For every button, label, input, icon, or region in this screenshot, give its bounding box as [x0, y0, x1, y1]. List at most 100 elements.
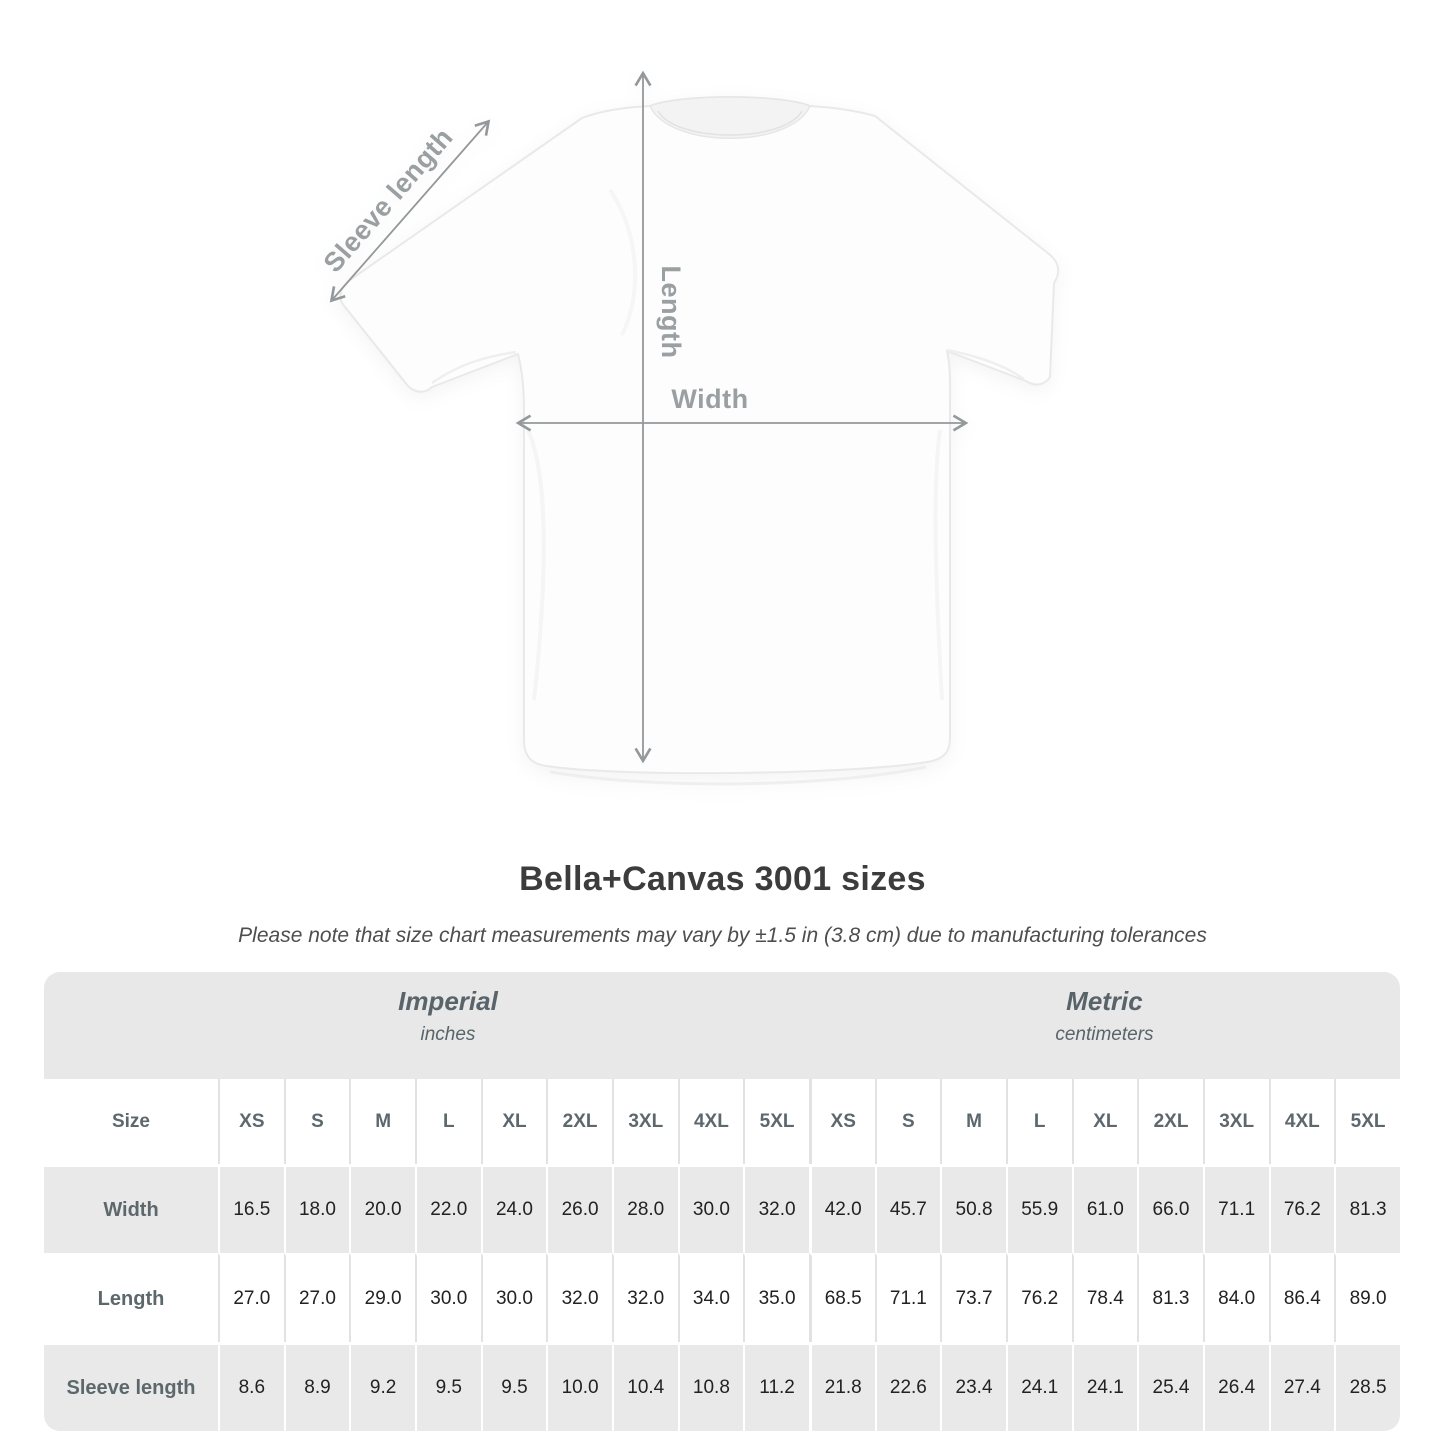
imperial-unit-label: inches	[420, 1023, 476, 1045]
value-cell: 29.0	[349, 1253, 415, 1342]
metric-section-header: Metric centimeters	[808, 972, 1400, 1079]
measurement-row-width: Width 16.5 18.0 20.0 22.0 24.0 26.0 28.0 30.0 32.…	[44, 1164, 1400, 1253]
value-cell: 21.8	[808, 1342, 875, 1431]
width-label: Width	[671, 384, 748, 414]
tolerance-note: Please note that size chart measurements…	[238, 924, 1207, 947]
metric-unit-label: centimeters	[1055, 1023, 1154, 1045]
value-cell: 76.2	[1005, 1253, 1072, 1342]
collar	[648, 96, 812, 139]
size-chart-table: Imperial inches Metric centimeters Size …	[44, 972, 1400, 1431]
size-header-metric-s: S	[874, 1079, 941, 1164]
size-header-metric-l: L	[1005, 1079, 1072, 1164]
value-cell: 20.0	[349, 1164, 415, 1253]
measurement-arrows	[329, 70, 969, 764]
value-cell: 89.0	[1334, 1253, 1400, 1342]
value-cell: 24.1	[1005, 1342, 1072, 1431]
size-header-metric-xl: XL	[1071, 1079, 1138, 1164]
row-label: Length	[44, 1253, 218, 1342]
value-cell: 84.0	[1202, 1253, 1269, 1342]
page-title: Bella+Canvas 3001 sizes	[519, 860, 926, 898]
size-header-imperial-xs: XS	[218, 1079, 284, 1164]
value-cell: 24.0	[480, 1164, 547, 1253]
value-cell: 9.2	[349, 1342, 415, 1431]
value-cell: 10.4	[611, 1342, 678, 1431]
size-header-imperial-l: L	[414, 1079, 481, 1164]
row-label: Sleeve length	[44, 1342, 218, 1431]
value-cell: 32.0	[743, 1164, 809, 1253]
size-header-metric-m: M	[940, 1079, 1006, 1164]
value-cell: 81.3	[1137, 1253, 1203, 1342]
size-header-metric-3xl: 3XL	[1202, 1079, 1269, 1164]
value-cell: 23.4	[940, 1342, 1006, 1431]
size-header-metric-5xl: 5XL	[1334, 1079, 1400, 1164]
value-cell: 16.5	[218, 1164, 284, 1253]
value-cell: 55.9	[1005, 1164, 1072, 1253]
value-cell: 24.1	[1071, 1342, 1138, 1431]
value-cell: 45.7	[874, 1164, 941, 1253]
size-header-imperial-2xl: 2XL	[546, 1079, 612, 1164]
value-cell: 26.4	[1202, 1342, 1269, 1431]
size-header-imperial-s: S	[283, 1079, 350, 1164]
value-cell: 32.0	[546, 1253, 612, 1342]
value-cell: 30.0	[677, 1164, 744, 1253]
value-cell: 8.9	[283, 1342, 350, 1431]
size-header-metric-4xl: 4XL	[1268, 1079, 1335, 1164]
value-cell: 50.8	[940, 1164, 1006, 1253]
value-cell: 28.0	[611, 1164, 678, 1253]
value-cell: 66.0	[1137, 1164, 1203, 1253]
value-cell: 76.2	[1268, 1164, 1335, 1253]
value-cell: 30.0	[414, 1253, 481, 1342]
size-header-imperial-5xl: 5XL	[743, 1079, 809, 1164]
value-cell: 10.0	[546, 1342, 612, 1431]
value-cell: 8.6	[218, 1342, 284, 1431]
size-header-metric-2xl: 2XL	[1137, 1079, 1203, 1164]
size-header-imperial-xl: XL	[480, 1079, 547, 1164]
value-cell: 71.1	[874, 1253, 941, 1342]
value-cell: 28.5	[1334, 1342, 1400, 1431]
length-label: Length	[656, 266, 686, 359]
tshirt-measurement-diagram: Sleeve length Length Width	[310, 50, 1090, 810]
value-cell: 9.5	[414, 1342, 481, 1431]
value-cell: 32.0	[611, 1253, 678, 1342]
measurement-row-sleeve-length: Sleeve length 8.6 8.9 9.2 9.5 9.5 10.0 10.4 10.8…	[44, 1342, 1400, 1431]
row-label: Width	[44, 1164, 218, 1253]
tshirt-illustration: Sleeve length Length Width	[318, 70, 1060, 786]
sleeve-length-arrow	[329, 119, 491, 303]
size-header-row: Size XS S M L XL 2XL 3XL 4XL 5XL XS S M L XL 2XL 3XL 4XL…	[44, 1079, 1400, 1164]
value-cell: 26.0	[546, 1164, 612, 1253]
value-cell: 78.4	[1071, 1253, 1138, 1342]
value-cell: 27.0	[283, 1253, 350, 1342]
size-table-body: Width 16.5 18.0 20.0 22.0 24.0 26.0 28.0 30.0 32.…	[44, 1164, 1400, 1431]
value-cell: 35.0	[743, 1253, 809, 1342]
unit-band-row: Imperial inches Metric centimeters	[44, 972, 1400, 1079]
value-cell: 10.8	[677, 1342, 744, 1431]
size-chart-table-wrap: Imperial inches Metric centimeters Size …	[44, 972, 1400, 1431]
imperial-label: Imperial	[398, 986, 498, 1016]
value-cell: 71.1	[1202, 1164, 1269, 1253]
imperial-section-header: Imperial inches	[44, 972, 809, 1079]
value-cell: 25.4	[1137, 1342, 1203, 1431]
value-cell: 18.0	[283, 1164, 350, 1253]
value-cell: 86.4	[1268, 1253, 1335, 1342]
value-cell: 27.0	[218, 1253, 284, 1342]
metric-label: Metric	[1066, 986, 1143, 1016]
size-header-imperial-4xl: 4XL	[677, 1079, 744, 1164]
value-cell: 81.3	[1334, 1164, 1400, 1253]
value-cell: 22.6	[874, 1342, 941, 1431]
size-header-metric-xs: XS	[808, 1079, 875, 1164]
value-cell: 68.5	[808, 1253, 875, 1342]
value-cell: 9.5	[480, 1342, 547, 1431]
value-cell: 73.7	[940, 1253, 1006, 1342]
tshirt-shape	[339, 96, 1060, 786]
value-cell: 22.0	[414, 1164, 481, 1253]
size-header-imperial-3xl: 3XL	[611, 1079, 678, 1164]
value-cell: 42.0	[808, 1164, 875, 1253]
value-cell: 61.0	[1071, 1164, 1138, 1253]
size-corner-label: Size	[44, 1079, 218, 1164]
value-cell: 27.4	[1268, 1342, 1335, 1431]
measurement-row-length: Length 27.0 27.0 29.0 30.0 30.0 32.0 32.0 34.0 35…	[44, 1253, 1400, 1342]
size-header-imperial-m: M	[349, 1079, 415, 1164]
value-cell: 11.2	[743, 1342, 809, 1431]
value-cell: 30.0	[480, 1253, 547, 1342]
value-cell: 34.0	[677, 1253, 744, 1342]
